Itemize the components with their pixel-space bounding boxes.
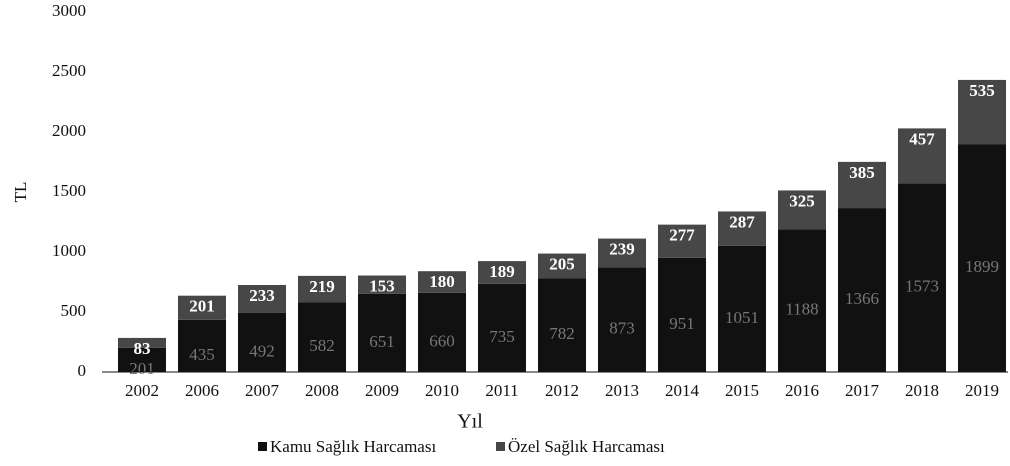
bar-segment xyxy=(658,224,706,258)
data-label: 1573 xyxy=(905,277,939,296)
bar-segment xyxy=(598,238,646,268)
bar-segment xyxy=(898,183,946,372)
bar-segment xyxy=(718,245,766,372)
bar-segment xyxy=(958,144,1006,372)
bar-segment xyxy=(238,285,286,313)
legend-swatch xyxy=(496,442,505,451)
data-label: 153 xyxy=(369,276,395,295)
data-label: 219 xyxy=(309,277,335,296)
bar-segment xyxy=(358,293,406,372)
x-tick-label: 2006 xyxy=(185,381,219,400)
y-tick-label: 500 xyxy=(61,301,87,320)
y-tick-label: 3000 xyxy=(52,1,86,20)
bar-segment xyxy=(118,347,166,372)
bar-segment xyxy=(478,283,526,372)
x-tick-label: 2007 xyxy=(245,381,280,400)
bar-segment xyxy=(418,292,466,372)
x-tick-label: 2019 xyxy=(965,381,999,400)
data-label: 180 xyxy=(429,272,455,291)
bar-segment xyxy=(418,271,466,293)
data-label: 492 xyxy=(249,341,275,360)
bar-segment xyxy=(298,302,346,372)
data-label: 385 xyxy=(849,163,875,182)
data-label: 457 xyxy=(909,129,935,148)
x-tick-label: 2015 xyxy=(725,381,759,400)
bar-segment xyxy=(658,257,706,372)
data-label: 951 xyxy=(669,314,695,333)
data-label: 435 xyxy=(189,345,215,364)
bar-segment xyxy=(118,337,166,348)
data-label: 535 xyxy=(969,81,995,100)
bar-segment xyxy=(298,275,346,303)
data-label: 277 xyxy=(669,226,695,245)
data-label: 287 xyxy=(729,212,755,231)
bar-segment xyxy=(838,161,886,209)
bar-segment xyxy=(838,208,886,372)
data-label: 1188 xyxy=(785,300,818,319)
data-label: 201 xyxy=(129,359,155,378)
x-tick-label: 2010 xyxy=(425,381,459,400)
x-tick-label: 2016 xyxy=(785,381,819,400)
y-tick-label: 1500 xyxy=(52,181,86,200)
x-tick-label: 2018 xyxy=(905,381,939,400)
bar-segment xyxy=(358,275,406,294)
x-axis-label: Yıl xyxy=(457,411,483,433)
bar-segment xyxy=(238,312,286,372)
data-label: 660 xyxy=(429,331,455,350)
data-label: 735 xyxy=(489,327,515,346)
data-label: 1051 xyxy=(725,308,759,327)
data-label: 1366 xyxy=(845,289,879,308)
x-tick-label: 2012 xyxy=(545,381,579,400)
data-label: 1899 xyxy=(965,257,999,276)
bar-segment xyxy=(538,278,586,372)
y-tick-label: 2000 xyxy=(52,121,86,140)
data-label: 239 xyxy=(609,239,635,258)
data-label: 189 xyxy=(489,262,515,281)
y-tick-label: 2500 xyxy=(52,61,86,80)
bar-segment xyxy=(538,253,586,279)
bar-segment xyxy=(958,79,1006,145)
x-tick-label: 2017 xyxy=(845,381,880,400)
data-label: 651 xyxy=(369,332,395,351)
data-label: 201 xyxy=(189,297,215,316)
data-label: 873 xyxy=(609,319,635,338)
data-label: 233 xyxy=(249,286,275,305)
y-axis-label: TL xyxy=(11,182,30,203)
data-label: 83 xyxy=(134,339,151,358)
data-label: 205 xyxy=(549,254,575,273)
bar-segment xyxy=(478,261,526,284)
y-tick-label: 1000 xyxy=(52,241,86,260)
x-tick-label: 2002 xyxy=(125,381,159,400)
bar-segment xyxy=(718,211,766,246)
bar-segment xyxy=(898,128,946,184)
y-tick-label: 0 xyxy=(78,361,87,380)
bar-segment xyxy=(178,319,226,372)
legend-label: Özel Sağlık Harcaması xyxy=(508,437,665,456)
legend-label: Kamu Sağlık Harcaması xyxy=(270,437,436,456)
x-tick-label: 2011 xyxy=(485,381,518,400)
x-tick-label: 2008 xyxy=(305,381,339,400)
bar-segment xyxy=(778,190,826,230)
x-tick-label: 2013 xyxy=(605,381,639,400)
data-label: 582 xyxy=(309,336,335,355)
bar-segment xyxy=(778,229,826,372)
legend-swatch xyxy=(258,442,267,451)
data-label: 782 xyxy=(549,324,575,343)
data-label: 325 xyxy=(789,191,815,210)
x-tick-label: 2014 xyxy=(665,381,700,400)
bar-segment xyxy=(178,295,226,320)
bar-segment xyxy=(598,267,646,372)
x-tick-label: 2009 xyxy=(365,381,399,400)
